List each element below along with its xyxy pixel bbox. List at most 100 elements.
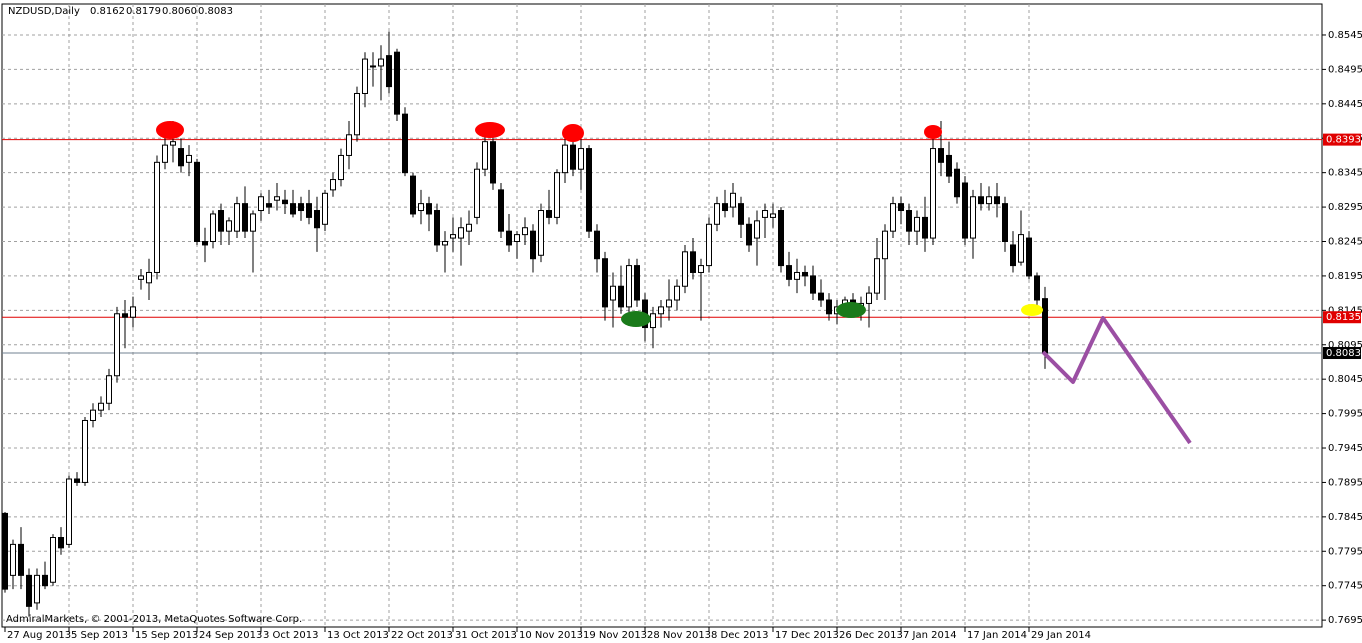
candle-body <box>474 168 480 218</box>
y-tick-label: 0.7745 <box>1328 581 1362 592</box>
candle-body <box>306 203 312 218</box>
candle-body <box>602 258 608 308</box>
candle-body <box>786 265 792 280</box>
x-tick-label: 28 Nov 2013 <box>647 630 711 641</box>
candle-body <box>1010 244 1016 267</box>
candle-body <box>194 161 200 242</box>
annotations <box>156 121 1192 445</box>
resistance-marker <box>156 121 184 139</box>
x-tick-label: 7 Jan 2014 <box>903 630 957 641</box>
candle-body <box>738 203 744 225</box>
x-tick-label: 19 Nov 2013 <box>583 630 647 641</box>
candle-body <box>954 168 960 198</box>
candle-body <box>594 230 600 260</box>
candle-body <box>690 251 696 273</box>
candle-body <box>754 220 760 239</box>
candle-body <box>970 196 976 239</box>
chart-title: NZDUSD,Daily <box>8 6 80 17</box>
candle-body <box>274 196 280 201</box>
candle-body <box>426 203 432 215</box>
candle-body <box>314 210 320 229</box>
y-tick-label: 0.7895 <box>1328 477 1362 488</box>
x-tick-label: 24 Sep 2013 <box>199 630 262 641</box>
candle-body <box>258 196 264 212</box>
level-label-box <box>1323 347 1361 360</box>
y-tick-label: 0.7845 <box>1328 512 1362 523</box>
candle-body <box>250 213 256 232</box>
y-tick-label: 0.8295 <box>1328 202 1362 213</box>
candle-body <box>978 196 984 205</box>
break-marker <box>1021 304 1043 316</box>
candle-body <box>66 478 72 545</box>
candle-body <box>906 210 912 232</box>
resistance-marker <box>924 125 942 139</box>
x-tick-label: 13 Oct 2013 <box>327 630 389 641</box>
level-label-box <box>1323 311 1361 324</box>
candle-body <box>266 203 272 208</box>
x-tick-label: 3 Oct 2013 <box>263 630 318 641</box>
candle-body <box>530 230 536 260</box>
candle-body <box>18 543 24 576</box>
candle-body <box>506 230 512 246</box>
candle-body <box>290 203 296 215</box>
axes: 0.85450.84950.84450.83950.83450.82950.82… <box>4 30 1362 641</box>
candle-body <box>826 299 832 315</box>
x-tick-label: 5 Sep 2013 <box>71 630 128 641</box>
y-tick-label: 0.8445 <box>1328 99 1362 110</box>
candle-body <box>1026 237 1032 277</box>
candle-body <box>330 179 336 191</box>
candle-body <box>186 154 192 163</box>
candle-body <box>938 148 944 163</box>
y-tick-label: 0.7995 <box>1328 409 1362 420</box>
candle-body <box>146 271 152 284</box>
candle-body <box>42 574 48 587</box>
candle-body <box>674 285 680 301</box>
candle-body <box>130 306 136 318</box>
candle-body <box>442 240 448 246</box>
candle-body <box>34 574 40 604</box>
candle-body <box>26 574 32 607</box>
candle-body <box>322 192 328 225</box>
candle-body <box>1034 275 1040 301</box>
candle-body <box>898 203 904 212</box>
y-tick-label: 0.7945 <box>1328 443 1362 454</box>
candle-body <box>114 313 120 377</box>
candle-body <box>226 220 232 232</box>
x-tick-label: 10 Nov 2013 <box>519 630 583 641</box>
y-tick-label: 0.8345 <box>1328 168 1362 179</box>
candle-body <box>586 148 592 232</box>
candle-body <box>234 203 240 232</box>
candle-body <box>50 537 56 583</box>
candle-body <box>170 141 176 146</box>
ohlc-label: 0.8162 <box>90 6 125 17</box>
candle-body <box>1002 203 1008 242</box>
resistance-marker <box>475 122 505 138</box>
candle-body <box>570 144 576 170</box>
candle-body <box>698 265 704 273</box>
ohlc-label: 0.8083 <box>198 6 233 17</box>
copyright: AdmiralMarkets, © 2001-2013, MetaQuotes … <box>6 614 302 625</box>
candle-body <box>522 227 528 236</box>
candle-body <box>370 65 376 68</box>
candle-body <box>722 203 728 212</box>
resistance-marker <box>562 124 584 142</box>
candle-body <box>298 203 304 212</box>
candle-body <box>490 141 496 184</box>
ohlc-label: 0.8179 <box>126 6 161 17</box>
candle-body <box>930 148 936 239</box>
candle-body <box>778 210 784 267</box>
candle-body <box>666 299 672 308</box>
candle-body <box>882 230 888 260</box>
candle-body <box>498 189 504 232</box>
y-tick-label: 0.8145 <box>1328 305 1362 316</box>
candle-body <box>714 203 720 225</box>
candle-body <box>402 113 408 174</box>
y-tick-label: 0.7695 <box>1328 615 1362 626</box>
x-tick-label: 27 Aug 2013 <box>7 630 71 641</box>
candle-body <box>746 223 752 246</box>
candle-body <box>618 285 624 308</box>
candle-body <box>994 196 1000 205</box>
candle-body <box>658 306 664 315</box>
level-label: 0.8393 <box>1326 135 1361 146</box>
